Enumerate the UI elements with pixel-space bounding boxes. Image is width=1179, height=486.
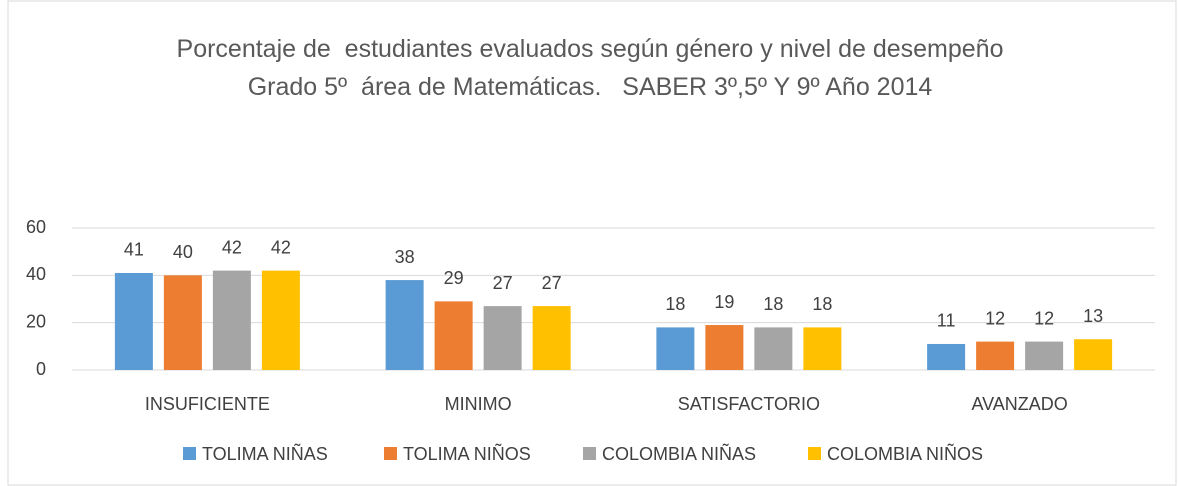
y-tick-label: 20 bbox=[26, 311, 46, 331]
y-tick-label: 60 bbox=[26, 217, 46, 237]
data-label: 11 bbox=[937, 311, 956, 331]
bar bbox=[385, 280, 424, 370]
x-tick-label: AVANZADO bbox=[971, 394, 1067, 414]
data-label: 18 bbox=[665, 294, 685, 314]
data-label: 18 bbox=[763, 294, 783, 314]
data-label: 18 bbox=[812, 294, 832, 314]
data-label: 40 bbox=[173, 242, 193, 262]
bar bbox=[114, 272, 153, 370]
x-tick-label: SATISFACTORIO bbox=[678, 394, 820, 414]
chart-border bbox=[7, 0, 1177, 486]
legend-swatch bbox=[384, 447, 397, 460]
y-tick-label: 0 bbox=[36, 359, 46, 379]
x-tick-label: INSUFICIENTE bbox=[145, 394, 270, 414]
data-label: 13 bbox=[1083, 306, 1103, 326]
bar bbox=[803, 327, 842, 370]
bar bbox=[927, 343, 966, 370]
bar bbox=[532, 306, 571, 370]
legend-label: TOLIMA NIÑAS bbox=[202, 443, 328, 464]
data-label: 38 bbox=[395, 247, 415, 267]
data-label: 27 bbox=[542, 273, 562, 293]
data-label: 29 bbox=[444, 268, 464, 288]
data-label: 27 bbox=[493, 273, 513, 293]
data-label: 12 bbox=[985, 308, 1005, 328]
data-label: 41 bbox=[124, 240, 144, 260]
bar bbox=[1025, 341, 1064, 370]
data-label: 42 bbox=[271, 237, 291, 257]
legend-label: COLOMBIA NIÑOS bbox=[827, 443, 983, 464]
bar bbox=[212, 270, 251, 370]
legend-swatch bbox=[583, 447, 596, 460]
legend-swatch bbox=[808, 447, 821, 460]
bar bbox=[163, 275, 202, 370]
bar bbox=[1074, 339, 1113, 370]
data-label: 19 bbox=[714, 292, 734, 312]
y-tick-label: 40 bbox=[26, 264, 46, 284]
data-label: 42 bbox=[222, 237, 242, 257]
data-label: 12 bbox=[1034, 308, 1054, 328]
bar bbox=[261, 270, 300, 370]
x-tick-label: MINIMO bbox=[445, 394, 512, 414]
bar bbox=[976, 341, 1015, 370]
bar bbox=[754, 327, 793, 370]
legend-label: TOLIMA NIÑOS bbox=[403, 443, 531, 464]
bar bbox=[483, 306, 522, 370]
chart-title: Porcentaje de estudiantes evaluados segú… bbox=[176, 35, 1011, 101]
bar bbox=[656, 327, 695, 370]
legend-swatch bbox=[183, 447, 196, 460]
bar bbox=[434, 301, 473, 370]
bar bbox=[705, 325, 744, 370]
legend-label: COLOMBIA NIÑAS bbox=[602, 443, 756, 464]
